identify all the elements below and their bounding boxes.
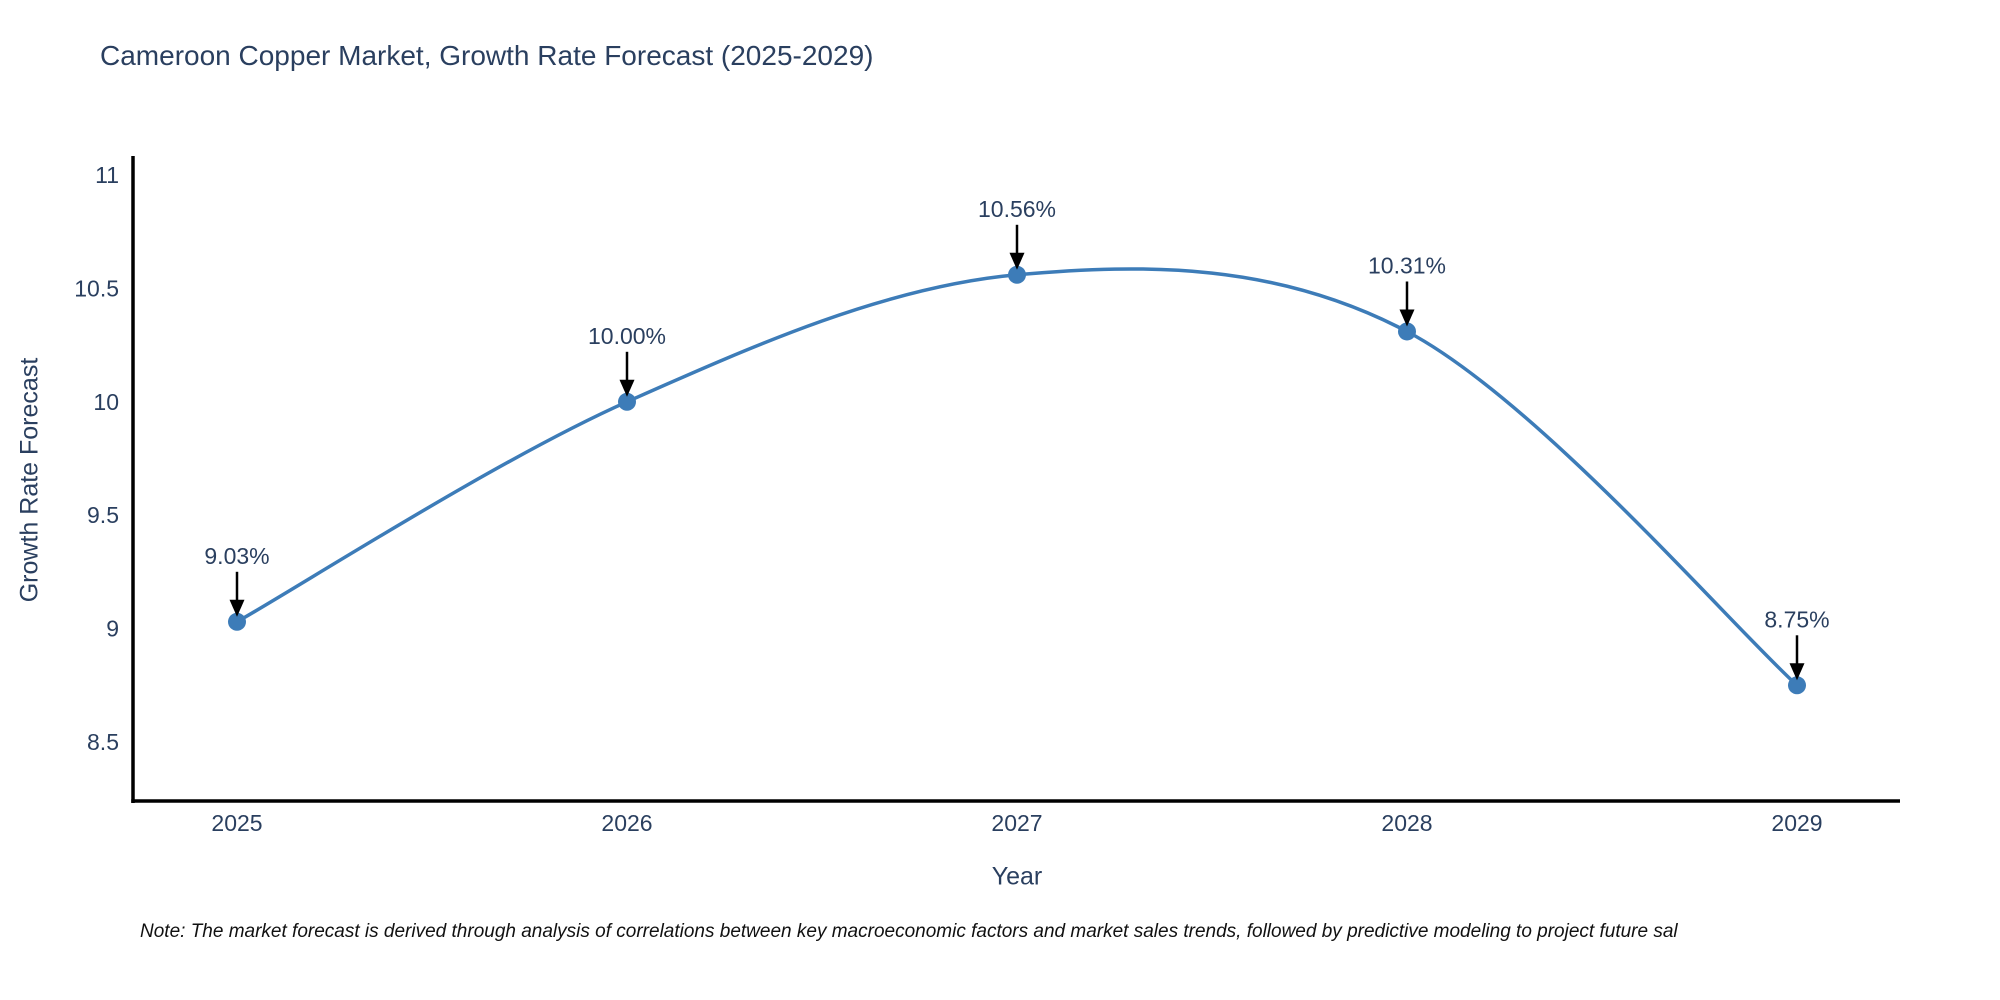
chart-title: Cameroon Copper Market, Growth Rate Fore… [100,40,874,71]
x-tick-label: 2028 [1381,810,1432,836]
annotation-label: 9.03% [204,543,269,569]
x-tick-label: 2026 [601,810,652,836]
series-line [235,267,1799,688]
annotation-arrowhead [619,379,635,397]
y-tick-label: 10 [93,389,119,415]
data-point-marker [1008,265,1026,284]
y-tick-label: 11 [95,162,119,188]
y-tick-label: 8.5 [87,729,119,755]
y-axis-title: Growth Rate Forecast [15,357,44,603]
annotation-arrowhead [1009,252,1025,270]
x-tick-label: 2029 [1771,810,1822,836]
annotation-label: 10.56% [978,196,1056,222]
footnote: Note: The market forecast is derived thr… [140,921,1678,942]
annotation-label: 10.00% [588,323,666,349]
x-tick-label: 2027 [991,810,1042,836]
annotation-label: 10.31% [1368,252,1446,278]
x-tick-label: 2025 [211,810,262,836]
annotation-arrowhead [1789,663,1805,681]
data-point-marker [1398,322,1416,341]
y-tick-label: 10.5 [74,275,119,301]
annotation-arrowhead [229,599,245,617]
annotation-label: 8.75% [1764,606,1829,632]
data-point-marker [618,392,636,411]
annotation-arrowhead [1399,309,1415,327]
y-tick-label: 9.5 [87,502,119,528]
y-tick-label: 9 [106,616,119,642]
data-point-marker [1788,676,1806,695]
data-point-marker [228,612,246,631]
x-axis-title: Year [991,862,1043,891]
